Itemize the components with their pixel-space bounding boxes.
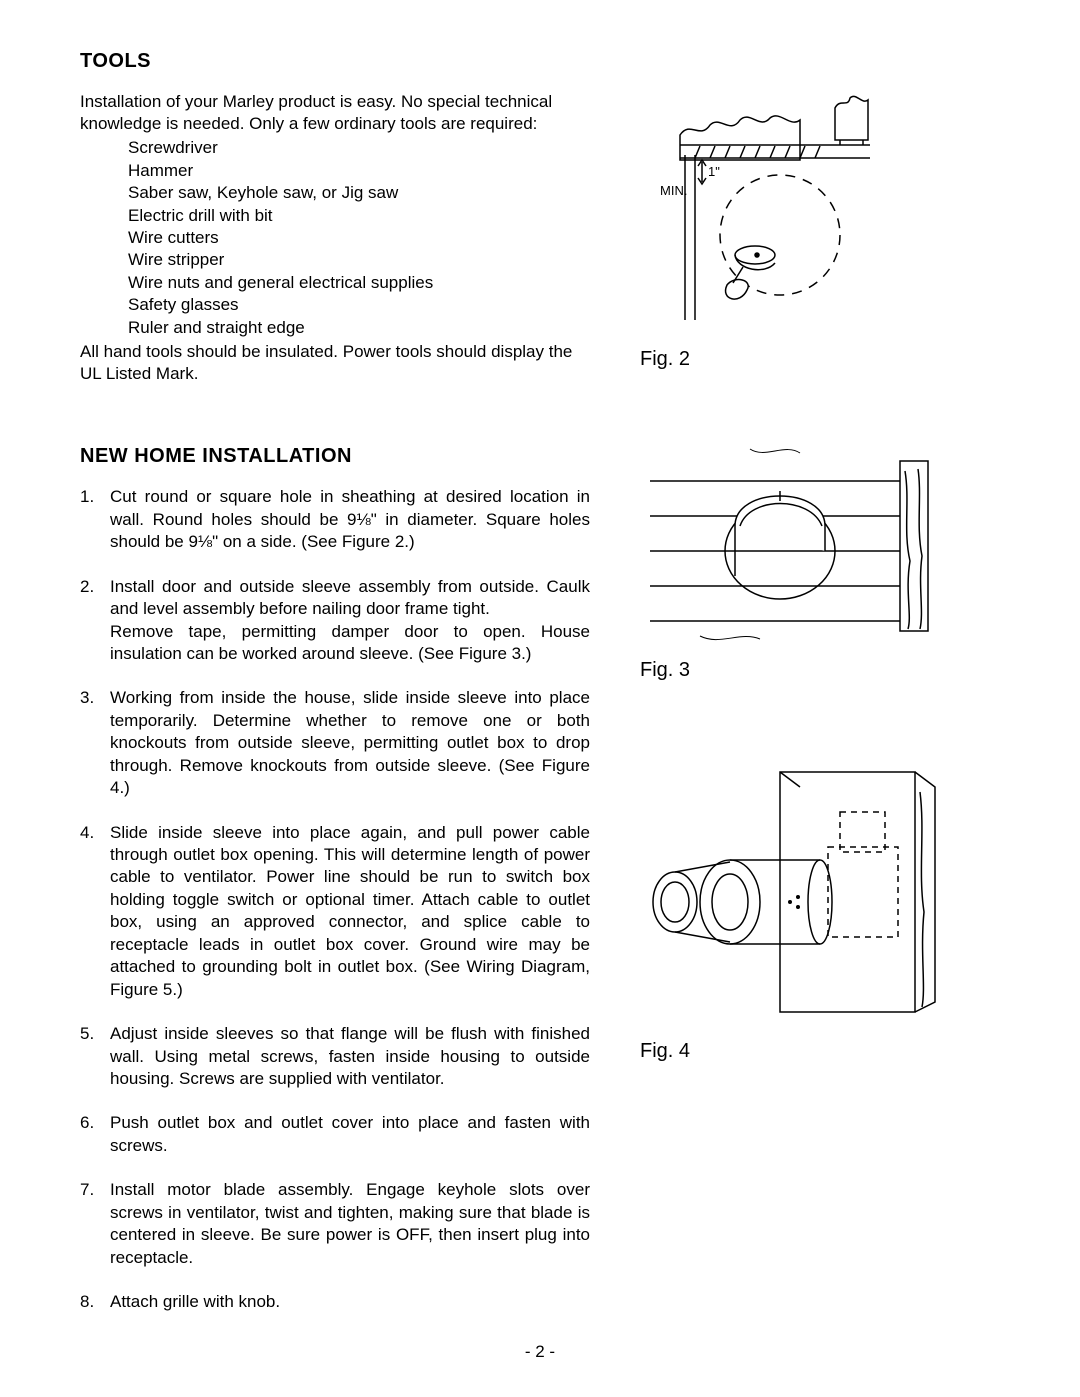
list-item: Safety glasses <box>128 294 590 316</box>
fig3-caption: Fig. 3 <box>640 659 980 682</box>
list-item: Wire cutters <box>128 227 590 249</box>
list-item: Screwdriver <box>128 137 590 159</box>
figure-3: Fig. 3 <box>640 441 980 682</box>
page-number: - 2 - <box>0 1342 1080 1362</box>
fig2-annotation-top: 1" <box>708 164 720 179</box>
figure-3-illustration <box>640 441 940 641</box>
list-item: Working from inside the house, slide ins… <box>80 687 590 799</box>
list-item: Attach grille with knob. <box>80 1291 590 1313</box>
list-item: Install door and outside sleeve assembly… <box>80 576 590 666</box>
list-item: Adjust inside sleeves so that flange wil… <box>80 1023 590 1090</box>
list-item: Wire nuts and general electrical supplie… <box>128 272 590 294</box>
list-item: Saber saw, Keyhole saw, or Jig saw <box>128 182 590 204</box>
install-steps: Cut round or square hole in sheathing at… <box>80 486 590 1313</box>
fig2-caption: Fig. 2 <box>640 348 980 371</box>
list-item: Hammer <box>128 160 590 182</box>
list-item: Ruler and straight edge <box>128 317 590 339</box>
figure-4-illustration <box>640 752 940 1022</box>
tools-footer: All hand tools should be insulated. Powe… <box>80 341 590 385</box>
right-column: 1" MIN. Fig. 2 <box>640 50 980 1335</box>
list-item: Install motor blade assembly. Engage key… <box>80 1179 590 1269</box>
fig4-caption: Fig. 4 <box>640 1040 980 1063</box>
page-content: TOOLS Installation of your Marley produc… <box>80 50 1005 1335</box>
list-item: Cut round or square hole in sheathing at… <box>80 486 590 553</box>
list-item: Slide inside sleeve into place again, an… <box>80 822 590 1002</box>
figure-2-illustration: 1" MIN. <box>640 90 900 330</box>
list-item: Push outlet box and outlet cover into pl… <box>80 1112 590 1157</box>
list-item: Wire stripper <box>128 249 590 271</box>
figure-2: 1" MIN. Fig. 2 <box>640 90 980 371</box>
fig2-annotation-bottom: MIN. <box>660 183 687 198</box>
tools-list: Screwdriver Hammer Saber saw, Keyhole sa… <box>80 137 590 339</box>
tools-intro: Installation of your Marley product is e… <box>80 91 590 135</box>
install-heading: NEW HOME INSTALLATION <box>80 445 590 468</box>
left-column: TOOLS Installation of your Marley produc… <box>80 50 590 1335</box>
list-item: Electric drill with bit <box>128 205 590 227</box>
figure-4: Fig. 4 <box>640 752 980 1063</box>
tools-heading: TOOLS <box>80 50 590 73</box>
